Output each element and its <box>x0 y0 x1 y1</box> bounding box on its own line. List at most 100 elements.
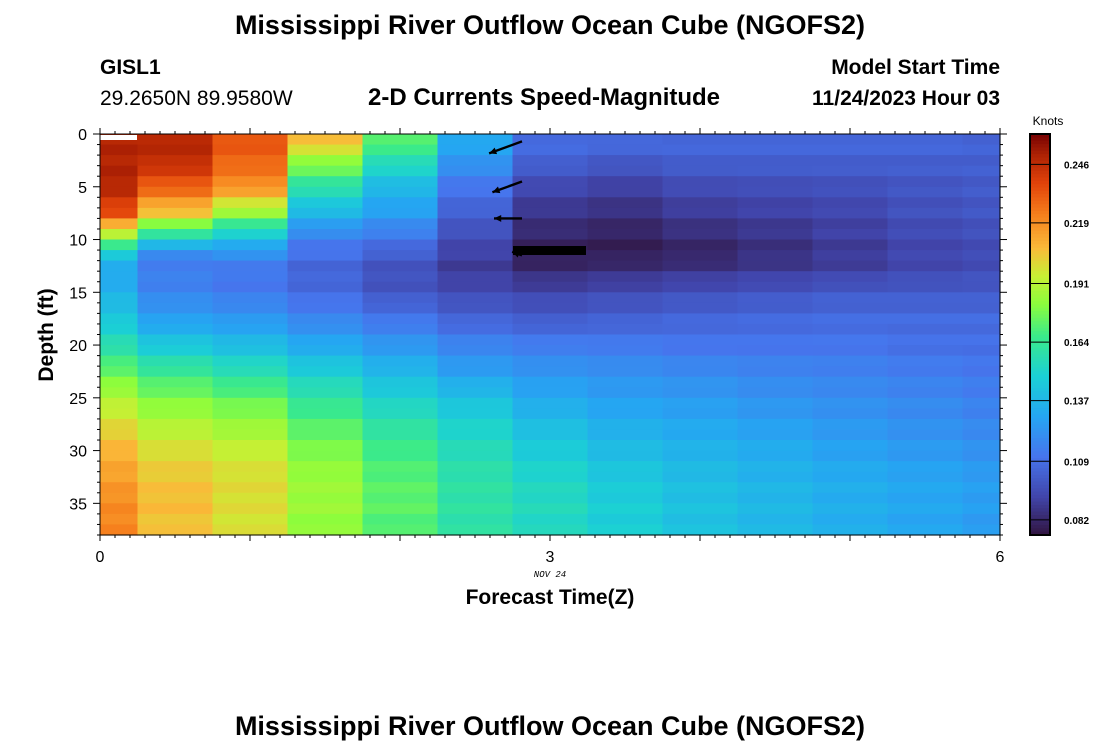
heatmap-cell <box>100 440 139 452</box>
heatmap-cell <box>212 524 289 536</box>
heatmap-cell <box>512 355 589 367</box>
heatmap-cell <box>962 334 1001 346</box>
heatmap-cell <box>587 376 664 388</box>
heatmap-cell <box>812 408 889 420</box>
heatmap-cell <box>437 134 514 146</box>
heatmap-cell <box>587 503 664 515</box>
heatmap-cell <box>137 197 214 209</box>
heatmap-cell <box>887 271 964 283</box>
heatmap-cell <box>287 155 364 167</box>
heatmap-cell <box>662 461 739 473</box>
heatmap-cell <box>812 281 889 293</box>
heatmap-cell <box>100 186 139 198</box>
heatmap-cell <box>137 165 214 177</box>
colorbar-band <box>1030 304 1050 309</box>
heatmap-cell <box>100 345 139 357</box>
heatmap-cell <box>362 366 439 378</box>
colorbar-band <box>1030 254 1050 259</box>
heatmap-cell <box>662 418 739 431</box>
heatmap-cell <box>437 302 514 314</box>
heatmap-cell <box>962 397 1001 409</box>
heatmap-cell <box>512 418 589 431</box>
heatmap-cell <box>137 134 214 146</box>
heatmap-cell <box>100 366 139 378</box>
heatmap-cell <box>737 176 814 188</box>
colorbar-band <box>1030 260 1050 265</box>
y-tick-label: 25 <box>69 391 87 408</box>
heatmap-cell <box>962 355 1001 367</box>
heatmap-cell <box>212 408 289 420</box>
heatmap-cell <box>887 134 964 146</box>
heatmap-cell <box>812 471 889 483</box>
colorbar-band <box>1030 167 1050 172</box>
heatmap-cell <box>587 408 664 420</box>
heatmap-cell <box>887 513 964 526</box>
colorbar-band <box>1030 414 1050 419</box>
heatmap-cell <box>962 471 1001 483</box>
y-tick-label: 35 <box>69 496 87 513</box>
colorbar-band <box>1030 170 1050 175</box>
heatmap-cell <box>962 429 1001 441</box>
y-tick-label: 5 <box>78 180 87 197</box>
heatmap-cell <box>737 144 814 156</box>
heatmap-cell <box>137 313 214 325</box>
heatmap-cell <box>362 250 439 262</box>
colorbar-band <box>1030 381 1050 386</box>
heatmap-cell <box>287 355 364 367</box>
heatmap-cell <box>512 482 589 494</box>
heatmap-cell <box>737 397 814 409</box>
colorbar-band <box>1030 334 1050 339</box>
heatmap-cell <box>587 397 664 409</box>
heatmap-cell <box>512 376 589 388</box>
heatmap-cell <box>962 345 1001 357</box>
colorbar-band <box>1030 528 1050 533</box>
colorbar-band <box>1030 157 1050 162</box>
colorbar-band <box>1030 240 1050 245</box>
colorbar-band <box>1030 307 1050 312</box>
heatmap-cell <box>362 302 439 314</box>
heatmap-cell <box>887 218 964 230</box>
colorbar-band <box>1030 267 1050 272</box>
colorbar-band <box>1030 314 1050 319</box>
heatmap-cell <box>287 482 364 494</box>
heatmap-cell <box>212 229 289 241</box>
heatmap-cell <box>512 397 589 409</box>
heatmap-cell <box>662 503 739 515</box>
colorbar-band <box>1030 344 1050 349</box>
heatmap-cell <box>587 239 664 251</box>
heatmap-cell <box>362 207 439 220</box>
colorbar-band <box>1030 197 1050 202</box>
heatmap-cell <box>137 186 214 198</box>
heatmap-cell <box>512 165 589 177</box>
colorbar-band <box>1030 454 1050 459</box>
colorbar-tick-label: 0.082 <box>1064 516 1089 527</box>
heatmap-cell <box>437 250 514 262</box>
heatmap-cell <box>437 313 514 325</box>
heatmap-cell <box>437 345 514 357</box>
y-tick-label: 30 <box>69 444 87 461</box>
heatmap-cell <box>962 482 1001 494</box>
heatmap-cell <box>512 440 589 452</box>
heatmap-cell <box>812 450 889 462</box>
chart-title: Mississippi River Outflow Ocean Cube (NG… <box>234 10 866 40</box>
colorbar-band <box>1030 134 1050 138</box>
colorbar-band <box>1030 421 1050 426</box>
heatmap-cell <box>512 239 589 251</box>
heatmap-cell <box>587 355 664 367</box>
heatmap-cell <box>512 323 589 336</box>
heatmap-cell <box>287 165 364 177</box>
heatmap-cell <box>137 355 214 367</box>
colorbar-band <box>1030 217 1050 222</box>
heatmap-cell <box>212 218 289 230</box>
heatmap-cell <box>287 397 364 409</box>
heatmap-cell <box>100 197 139 209</box>
heatmap-cell <box>137 482 214 494</box>
heatmap-cell <box>212 418 289 431</box>
heatmap-cell <box>887 450 964 462</box>
heatmap-cell <box>437 197 514 209</box>
model-start-value: 11/24/2023 Hour 03 <box>812 87 1000 110</box>
current-vector-arrow <box>488 140 523 155</box>
heatmap-cell <box>212 450 289 462</box>
heatmap-cell <box>362 239 439 251</box>
current-vectors <box>488 140 586 258</box>
